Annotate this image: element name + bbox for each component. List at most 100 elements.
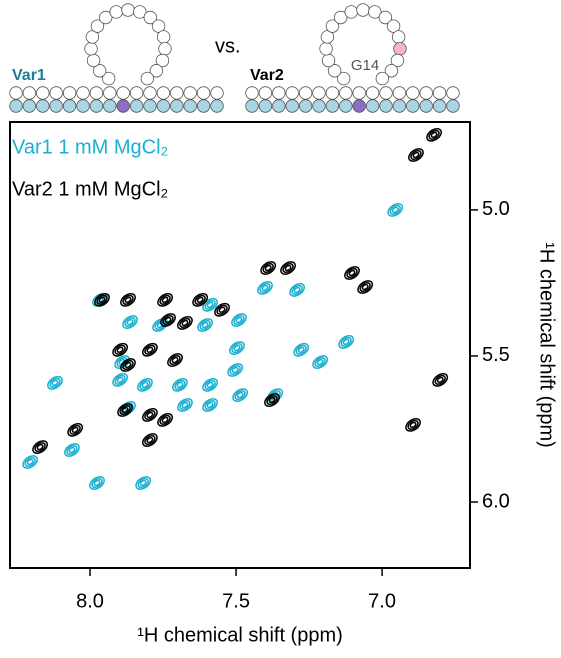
contour-ring <box>232 388 249 402</box>
contour-ring <box>409 421 417 429</box>
contour-ring <box>196 296 204 304</box>
peak <box>232 388 249 402</box>
peak <box>408 148 424 162</box>
nucleotide <box>143 99 157 113</box>
contour-ring <box>268 396 276 404</box>
construct-label: Var1 <box>12 67 46 84</box>
contour-ring <box>389 204 401 215</box>
contour-ring <box>156 321 164 329</box>
contour-ring <box>119 404 131 415</box>
nucleotide <box>245 86 259 100</box>
contour-ring <box>67 422 84 437</box>
nucleotide <box>339 86 353 100</box>
contour-ring <box>197 318 214 332</box>
nucleotide <box>62 99 77 113</box>
contour-ring <box>316 358 324 366</box>
contour-ring <box>122 359 134 371</box>
nucleotide <box>272 99 286 113</box>
contour-ring <box>233 315 245 326</box>
contour-ring <box>231 343 243 354</box>
contour-ring <box>64 443 80 457</box>
y-axis-label: ¹H chemical shift (ppm) <box>536 242 558 448</box>
contour-ring <box>176 381 184 388</box>
contour-ring <box>257 280 273 295</box>
peak <box>32 440 48 454</box>
contour-ring <box>169 355 181 366</box>
contour-ring <box>167 353 183 367</box>
contour-ring <box>181 319 189 327</box>
contour-ring <box>259 282 271 293</box>
contour-ring <box>436 376 444 384</box>
contour-ring <box>172 377 188 392</box>
nucleotide <box>133 5 147 19</box>
peak <box>141 342 158 357</box>
peak <box>157 292 173 307</box>
nucleotide <box>368 5 382 19</box>
peak <box>112 342 129 357</box>
nucleotide <box>406 99 420 113</box>
nucleotide <box>392 86 407 100</box>
peak <box>202 297 218 312</box>
contour-ring <box>124 361 132 369</box>
nucleotide <box>325 86 340 100</box>
contour-ring <box>160 313 176 327</box>
nucleotide <box>446 86 460 100</box>
contour-ring <box>24 456 36 467</box>
contour-ring <box>137 477 149 489</box>
peak <box>280 261 296 275</box>
contour-ring <box>357 280 374 294</box>
nucleotide <box>365 99 380 113</box>
nucleotide-label: G14 <box>351 57 379 74</box>
nucleotide <box>156 86 171 100</box>
nucleotide <box>90 19 105 33</box>
contour-ring <box>177 316 193 330</box>
nucleotide <box>321 53 336 68</box>
nucleotide <box>356 3 370 17</box>
contour-ring <box>49 377 61 388</box>
nucleotide <box>76 86 90 100</box>
contour-ring <box>112 342 129 357</box>
nucleotide <box>392 99 407 113</box>
nucleotide <box>196 99 211 113</box>
contour-ring <box>202 297 218 312</box>
contour-ring <box>126 318 134 326</box>
nucleotide <box>210 99 224 113</box>
contour-ring <box>202 398 218 412</box>
contour-ring <box>66 444 78 456</box>
nucleotide <box>336 71 351 86</box>
contour-ring <box>141 381 149 388</box>
contour-ring <box>206 401 214 409</box>
nucleotide <box>312 99 326 113</box>
x-tick-label: 7.0 <box>368 590 396 612</box>
nucleotide <box>298 86 313 100</box>
nucleotide <box>156 30 171 44</box>
peak <box>264 393 280 407</box>
nucleotide <box>140 71 155 86</box>
nucleotide <box>85 30 100 44</box>
nucleotide <box>365 86 380 100</box>
contour-ring <box>146 411 154 419</box>
contour-ring <box>121 406 129 414</box>
legend-label: Var1 1 mM MgCl₂ <box>12 136 168 158</box>
contour-ring <box>227 363 244 377</box>
contour-ring <box>206 381 214 388</box>
nucleotide <box>101 71 116 86</box>
peak <box>192 292 209 307</box>
contour-ring <box>348 269 356 277</box>
contour-ring <box>434 374 446 385</box>
nucleotide <box>84 42 98 56</box>
peak <box>338 335 355 349</box>
contour-ring <box>295 344 307 355</box>
peak <box>22 455 39 469</box>
contour-ring <box>387 203 404 217</box>
nucleotide <box>312 86 326 100</box>
nucleotide <box>62 86 77 100</box>
nucleotide <box>156 99 171 113</box>
contour-ring <box>312 355 329 369</box>
contour-ring <box>177 398 193 412</box>
nucleotide <box>183 86 197 100</box>
nucleotide <box>432 99 447 113</box>
contour-ring <box>124 404 132 412</box>
vs-label: vs. <box>215 35 241 57</box>
